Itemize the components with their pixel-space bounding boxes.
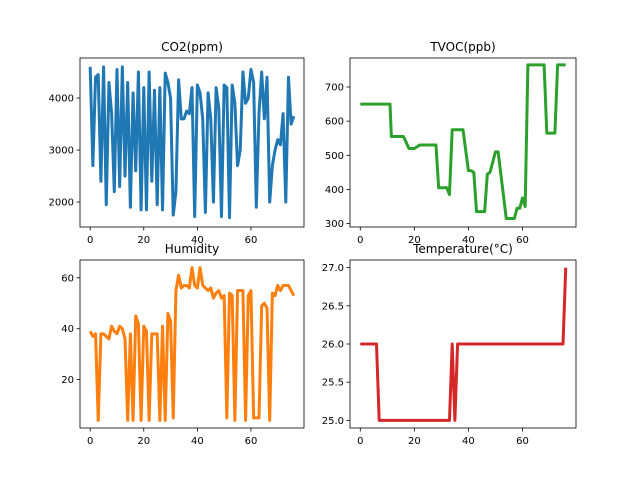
y-tick-label: 27.0 bbox=[322, 263, 344, 274]
chart-panel-4: 0 20 40 60 25.0 25.5 26.0 26.5 27.0 Temperature(°… bbox=[322, 242, 577, 447]
y-tick-label: 40 bbox=[61, 324, 74, 335]
y-tick-label: 700 bbox=[325, 83, 344, 94]
axes-frame bbox=[79, 57, 305, 228]
chart-panel-3: 0 20 40 60 20 40 60 Humidity bbox=[61, 242, 305, 447]
x-tick-label: 40 bbox=[191, 235, 204, 246]
series-line bbox=[88, 65, 296, 220]
axes-frame bbox=[79, 259, 305, 429]
series-line bbox=[88, 266, 296, 422]
y-tick-label: 25.0 bbox=[322, 416, 344, 427]
y-tick-label: 3000 bbox=[49, 146, 74, 157]
x-tick-label: 0 bbox=[87, 436, 93, 447]
y-tick-label: 2000 bbox=[49, 198, 74, 209]
y-tick-label: 26.0 bbox=[322, 340, 344, 351]
x-tick-label: 20 bbox=[408, 235, 421, 246]
y-tick-label: 400 bbox=[325, 185, 344, 196]
y-tick-label: 26.5 bbox=[322, 301, 344, 312]
chart-title: Humidity bbox=[165, 242, 219, 256]
chart-panel-2: 0 20 40 60 300 400 500 600 700 TVOC(ppb) bbox=[325, 40, 577, 246]
x-tick-label: 20 bbox=[137, 235, 150, 246]
axes-frame bbox=[349, 57, 577, 228]
x-tick-label: 40 bbox=[462, 436, 475, 447]
x-tick-label: 20 bbox=[408, 436, 421, 447]
x-tick-label: 20 bbox=[137, 436, 150, 447]
chart-title: Temperature(°C) bbox=[412, 242, 513, 256]
y-tick-label: 25.5 bbox=[322, 378, 344, 389]
x-tick-label: 40 bbox=[191, 436, 204, 447]
chart-title: TVOC(ppb) bbox=[429, 40, 495, 54]
x-tick-label: 60 bbox=[516, 235, 529, 246]
chart-title: CO2(ppm) bbox=[161, 40, 223, 54]
x-tick-label: 0 bbox=[87, 235, 93, 246]
y-tick-label: 60 bbox=[61, 273, 74, 284]
x-tick-label: 60 bbox=[245, 436, 258, 447]
series-line bbox=[360, 63, 566, 220]
y-tick-label: 300 bbox=[325, 219, 344, 230]
series-line bbox=[360, 267, 568, 422]
y-tick-label: 500 bbox=[325, 151, 344, 162]
chart-panel-1: 0 20 40 60 2000 3000 4000 CO2(ppm) bbox=[49, 40, 305, 246]
x-tick-label: 60 bbox=[245, 235, 258, 246]
x-tick-label: 40 bbox=[462, 235, 475, 246]
y-tick-label: 4000 bbox=[49, 94, 74, 105]
x-tick-label: 0 bbox=[357, 436, 363, 447]
y-tick-label: 600 bbox=[325, 117, 344, 128]
x-tick-label: 0 bbox=[357, 235, 363, 246]
x-tick-label: 60 bbox=[516, 436, 529, 447]
y-tick-label: 20 bbox=[61, 375, 74, 386]
